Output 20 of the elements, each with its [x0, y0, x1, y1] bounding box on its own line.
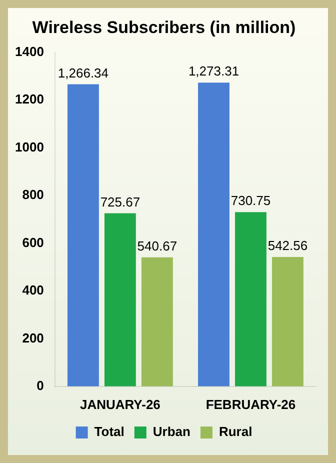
data-label: 1,266.34 [58, 65, 109, 80]
legend-label: Rural [218, 424, 252, 440]
chart-title: Wireless Subscribers (in million) [32, 18, 296, 37]
x-tick-label: JANUARY-26 [80, 396, 160, 412]
data-label: 730.75 [230, 193, 271, 208]
y-tick-label: 400 [22, 282, 44, 298]
y-tick-label: 0 [36, 378, 44, 393]
y-tick-label: 800 [22, 187, 44, 202]
data-label: 725.67 [100, 194, 140, 210]
legend-label: Urban [152, 424, 191, 440]
x-tick-label: FEBRUARY-26 [206, 396, 296, 412]
y-tick-label: 200 [22, 330, 44, 346]
data-label: 540.67 [137, 238, 178, 254]
data-label: 1,273.31 [188, 64, 240, 79]
y-tick-label: 600 [22, 234, 44, 250]
data-label: 542.56 [268, 238, 308, 254]
y-tick-label: 1000 [15, 139, 44, 154]
y-tick-label: 1400 [15, 44, 44, 59]
y-tick-label: 1200 [15, 92, 44, 107]
legend-label: Total [94, 424, 124, 440]
